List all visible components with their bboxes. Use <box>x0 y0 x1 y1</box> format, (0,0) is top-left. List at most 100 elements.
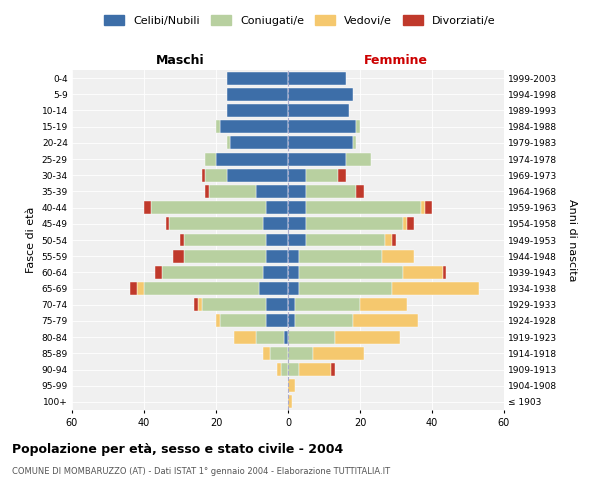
Bar <box>227 104 288 117</box>
Bar <box>151 201 266 214</box>
Legend: Celibi/Nubili, Coniugati/e, Vedovi/e, Divorziati/e: Celibi/Nubili, Coniugati/e, Vedovi/e, Di… <box>100 10 500 30</box>
Bar <box>194 298 198 311</box>
Bar <box>356 185 364 198</box>
Bar <box>331 363 335 376</box>
Bar <box>281 363 288 376</box>
Bar <box>288 330 335 344</box>
Bar <box>295 314 353 328</box>
Bar <box>288 120 356 133</box>
Bar <box>392 282 479 295</box>
Bar <box>155 266 162 279</box>
Bar <box>198 298 202 311</box>
Bar <box>356 120 360 133</box>
Bar <box>288 266 299 279</box>
Bar <box>227 88 288 101</box>
Bar <box>144 201 151 214</box>
Bar <box>144 282 259 295</box>
Bar <box>266 250 288 262</box>
Text: Popolazione per età, sesso e stato civile - 2004: Popolazione per età, sesso e stato civil… <box>12 442 343 456</box>
Bar <box>288 152 346 166</box>
Bar <box>216 314 220 328</box>
Bar <box>256 330 284 344</box>
Bar <box>263 347 270 360</box>
Bar <box>227 72 288 85</box>
Bar <box>306 218 403 230</box>
Bar <box>277 363 281 376</box>
Bar <box>205 152 216 166</box>
Bar <box>266 314 288 328</box>
Bar <box>288 250 299 262</box>
Bar <box>443 266 446 279</box>
Bar <box>216 152 288 166</box>
Text: Femmine: Femmine <box>364 54 428 67</box>
Bar <box>180 234 184 246</box>
Text: COMUNE DI MOMBARUZZO (AT) - Dati ISTAT 1° gennaio 2004 - Elaborazione TUTTITALIA: COMUNE DI MOMBARUZZO (AT) - Dati ISTAT 1… <box>12 468 390 476</box>
Bar <box>306 234 385 246</box>
Bar <box>288 234 306 246</box>
Bar <box>162 266 263 279</box>
Bar <box>346 152 371 166</box>
Bar <box>421 201 425 214</box>
Bar <box>205 169 227 181</box>
Bar <box>256 185 288 198</box>
Bar <box>382 250 414 262</box>
Bar <box>288 314 295 328</box>
Bar <box>403 266 443 279</box>
Bar <box>407 218 414 230</box>
Bar <box>202 169 205 181</box>
Bar <box>284 330 288 344</box>
Bar <box>403 218 407 230</box>
Bar <box>353 314 418 328</box>
Bar <box>288 169 306 181</box>
Y-axis label: Anni di nascita: Anni di nascita <box>567 198 577 281</box>
Bar <box>184 250 266 262</box>
Bar <box>227 136 230 149</box>
Bar <box>263 218 288 230</box>
Bar <box>230 136 288 149</box>
Bar <box>288 218 306 230</box>
Bar <box>288 201 306 214</box>
Bar <box>338 169 346 181</box>
Bar <box>288 298 295 311</box>
Bar <box>288 88 353 101</box>
Bar <box>288 396 292 408</box>
Bar <box>288 363 299 376</box>
Bar <box>288 282 299 295</box>
Bar <box>299 282 392 295</box>
Bar <box>288 185 306 198</box>
Bar <box>360 298 407 311</box>
Bar <box>288 72 346 85</box>
Bar <box>313 347 364 360</box>
Bar <box>220 314 266 328</box>
Bar <box>266 201 288 214</box>
Bar <box>266 298 288 311</box>
Y-axis label: Fasce di età: Fasce di età <box>26 207 36 273</box>
Bar <box>299 250 382 262</box>
Bar <box>263 266 288 279</box>
Bar <box>169 218 263 230</box>
Bar <box>234 330 256 344</box>
Bar <box>130 282 137 295</box>
Bar <box>137 282 144 295</box>
Bar <box>306 185 356 198</box>
Bar <box>184 234 266 246</box>
Bar <box>288 104 349 117</box>
Bar <box>288 379 295 392</box>
Bar <box>425 201 432 214</box>
Bar <box>306 169 338 181</box>
Bar <box>259 282 288 295</box>
Bar <box>205 185 209 198</box>
Bar <box>166 218 169 230</box>
Text: Maschi: Maschi <box>155 54 205 67</box>
Bar <box>220 120 288 133</box>
Bar <box>173 250 184 262</box>
Bar <box>295 298 360 311</box>
Bar <box>299 266 403 279</box>
Bar <box>266 234 288 246</box>
Bar <box>335 330 400 344</box>
Bar <box>202 298 266 311</box>
Bar <box>270 347 288 360</box>
Bar <box>209 185 256 198</box>
Bar <box>288 136 353 149</box>
Bar <box>306 201 421 214</box>
